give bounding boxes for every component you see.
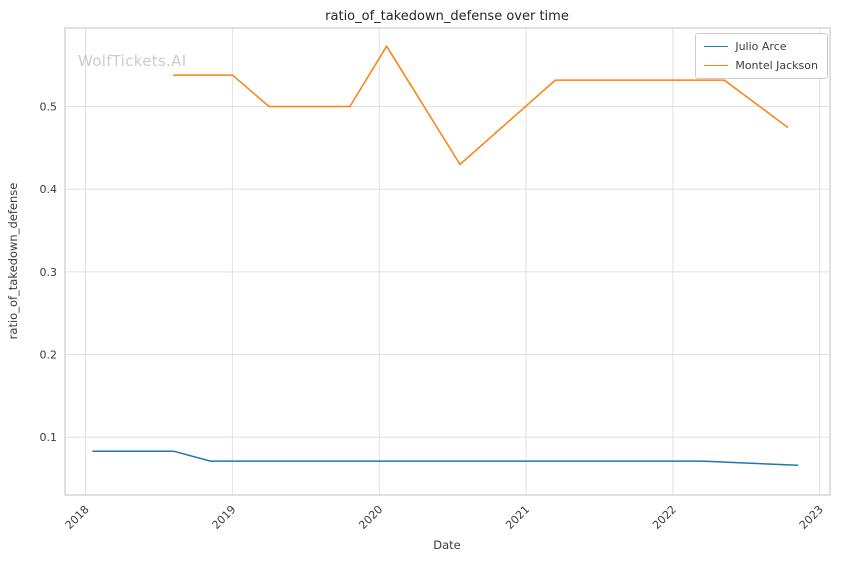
legend-line-swatch [704,45,729,48]
x-tick-label: 2023 [797,503,826,532]
y-tick-label: 0.5 [40,101,58,114]
x-tick-label: 2019 [210,503,239,532]
watermark: WolfTickets.AI [78,52,186,70]
y-tick-label: 0.1 [40,431,58,444]
chart-title: ratio_of_takedown_defense over time [325,9,569,24]
plot-layer: 2018 2019 2020 2021 2022 2023 0.1 0.2 0.3 0.4 0.5 [40,27,831,532]
legend-item: Julio Arce [704,39,818,54]
legend-item: Montel Jackson [704,58,818,73]
x-tick-label: 2021 [503,503,532,532]
x-tick-label: 2020 [356,503,385,532]
legend-label: Montel Jackson [735,59,818,72]
plot-frame [64,27,831,496]
y-tick-label: 0.3 [40,266,58,279]
series-line-montel-jackson [172,45,789,166]
legend-line-swatch [704,64,729,67]
y-tick-label: 0.2 [40,348,58,361]
x-tick-label: 2022 [650,503,679,532]
y-axis-label: ratio_of_takedown_defense [6,183,20,340]
legend-label: Julio Arce [735,40,787,53]
x-axis-label: Date [433,538,461,552]
series-line-julio-arce [92,450,799,466]
legend: Julio Arce Montel Jackson [695,33,828,79]
y-tick-label: 0.4 [40,183,58,196]
x-tick-label: 2018 [63,503,92,532]
